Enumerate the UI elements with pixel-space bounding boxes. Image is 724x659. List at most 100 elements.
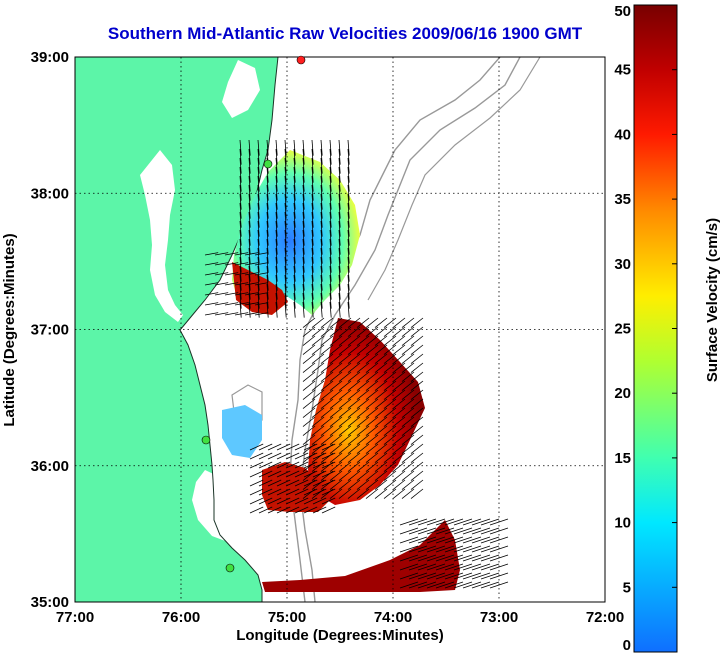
- vector-arrow: [383, 488, 397, 499]
- vector-arrow: [401, 443, 415, 454]
- pamlico-sound: [192, 470, 244, 542]
- delaware-bay: [222, 60, 260, 118]
- vector-arrow: [383, 416, 397, 427]
- site-marker-virginia: [201, 435, 211, 445]
- vector-arrow: [374, 488, 388, 499]
- vector-arrow: [312, 461, 327, 469]
- vector-arrow: [347, 166, 350, 183]
- vector-arrow: [303, 488, 318, 496]
- vector-arrow: [257, 292, 260, 309]
- vector-arrow: [383, 398, 397, 409]
- vector-arrow: [275, 283, 278, 300]
- vector-arrow: [284, 184, 287, 201]
- vector-arrow: [374, 398, 388, 409]
- vector-arrow: [257, 184, 260, 201]
- vector-arrow: [408, 581, 428, 589]
- vector-arrow: [365, 335, 379, 346]
- vector-arrow: [435, 563, 455, 571]
- vector-arrow: [356, 398, 370, 409]
- vector-arrow: [258, 452, 273, 460]
- vector-arrow: [311, 380, 325, 391]
- vector-arrow: [329, 479, 343, 490]
- vector-arrow: [356, 479, 370, 490]
- vector-arrow: [311, 389, 325, 400]
- vector-arrow: [224, 262, 239, 266]
- vector-arrow: [338, 371, 352, 382]
- vector-arrow: [347, 175, 350, 192]
- vector-arrow: [374, 317, 388, 328]
- vector-arrow: [401, 380, 415, 391]
- vector-arrow: [329, 292, 332, 309]
- vector-arrow: [410, 416, 424, 427]
- vector-arrow: [383, 407, 397, 418]
- x-axis-label: Longitude (Degrees:Minutes): [236, 627, 444, 644]
- colorbar-tick-label: 15: [614, 450, 631, 467]
- vector-arrow: [329, 407, 343, 418]
- vector-arrow: [285, 497, 300, 505]
- vector-arrow: [284, 193, 287, 210]
- vector-arrow: [374, 326, 388, 337]
- vector-arrow: [266, 292, 269, 309]
- colorbar-ticks: 0 5 10 15 20 25 30 35 40 45 50: [614, 3, 677, 654]
- vector-arrow: [284, 292, 287, 309]
- vector-arrow: [480, 518, 500, 526]
- vector-arrow: [401, 452, 415, 463]
- vector-arrow: [329, 488, 343, 499]
- vector-arrow: [410, 443, 424, 454]
- y-tick-label: 39:00: [31, 49, 69, 66]
- vector-arrow: [356, 317, 370, 328]
- vector-arrow: [239, 238, 242, 255]
- vector-arrow: [312, 443, 327, 451]
- vector-arrow: [266, 211, 269, 228]
- vector-arrow: [462, 527, 482, 535]
- vector-arrow: [329, 344, 343, 355]
- vector-arrow: [401, 407, 415, 418]
- vector-arrow: [329, 353, 343, 364]
- vector-arrow: [257, 139, 260, 156]
- vector-arrow: [302, 166, 305, 183]
- vector-arrow: [329, 211, 332, 228]
- vector-arrow: [401, 326, 415, 337]
- vector-arrow: [257, 148, 260, 165]
- vector-arrow: [365, 407, 379, 418]
- vector-arrow: [267, 443, 282, 451]
- vector-arrow: [311, 274, 314, 291]
- vector-arrow: [392, 317, 406, 328]
- vector-arrow: [356, 461, 370, 472]
- vector-arrow: [320, 220, 323, 237]
- vector-arrow: [365, 398, 379, 409]
- vector-arrow: [410, 398, 424, 409]
- vector-arrow: [374, 425, 388, 436]
- vector-arrow: [248, 148, 251, 165]
- vector-arrow: [338, 220, 341, 237]
- vector-arrow: [275, 247, 278, 264]
- vector-arrow: [374, 371, 388, 382]
- vector-arrow: [408, 527, 428, 535]
- vector-arrow: [214, 302, 229, 306]
- vector-arrow: [303, 452, 318, 460]
- vector-arrow: [285, 452, 300, 460]
- vector-arrow: [248, 256, 251, 273]
- vector-arrow: [275, 157, 278, 174]
- vector-arrow: [329, 317, 343, 328]
- vector-arrow: [435, 554, 455, 562]
- vector-arrow: [347, 292, 350, 309]
- colorbar-tick-label: 10: [614, 515, 631, 532]
- vector-arrow: [276, 479, 291, 487]
- vector-arrow: [320, 148, 323, 165]
- vector-arrow: [392, 461, 406, 472]
- velocity-field-south-edge: [232, 262, 288, 315]
- vector-arrow: [462, 554, 482, 562]
- vector-arrow: [293, 220, 296, 237]
- vector-arrow: [249, 461, 264, 469]
- vector-arrow: [302, 371, 316, 382]
- vector-arrow: [258, 443, 273, 451]
- vector-arrow: [347, 193, 350, 210]
- vector-arrow: [257, 193, 260, 210]
- y-tick-label: 35:00: [31, 594, 69, 611]
- vector-arrow: [266, 238, 269, 255]
- vector-arrow: [338, 461, 352, 472]
- vector-arrow: [244, 262, 259, 266]
- vector-arrow: [347, 416, 361, 427]
